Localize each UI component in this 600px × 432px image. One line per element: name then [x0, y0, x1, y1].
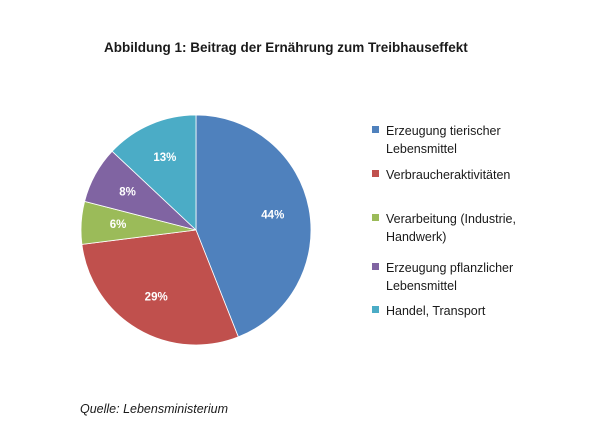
legend-swatch — [372, 306, 379, 313]
slice-data-label-2: 6% — [110, 219, 127, 231]
legend-swatch — [372, 126, 379, 133]
slice-data-label-1: 29% — [145, 291, 168, 303]
legend-swatch — [372, 263, 379, 270]
legend-swatch — [372, 214, 379, 221]
legend-label: Handel, Transport — [386, 304, 486, 318]
legend-swatch — [372, 170, 379, 177]
slice-data-label-0: 44% — [261, 209, 284, 221]
pie-slice-1 — [81, 229, 239, 346]
pie-slice-0 — [195, 114, 312, 338]
pie-slice-4 — [111, 114, 197, 231]
chart-title: Abbildung 1: Beitrag der Ernährung zum T… — [104, 40, 468, 55]
slice-data-label-3: 8% — [119, 186, 136, 198]
source-note: Quelle: Lebensministerium — [80, 402, 228, 416]
legend-label: Verbraucheraktivitäten — [386, 168, 511, 182]
legend-label: Verarbeitung (Industrie, Handwerk) — [386, 212, 516, 244]
slice-data-label-4: 13% — [153, 152, 176, 164]
legend-label: Erzeugung tierischer Lebensmittel — [386, 124, 501, 156]
legend-label: Erzeugung pflanzlicher Lebensmittel — [386, 261, 514, 293]
